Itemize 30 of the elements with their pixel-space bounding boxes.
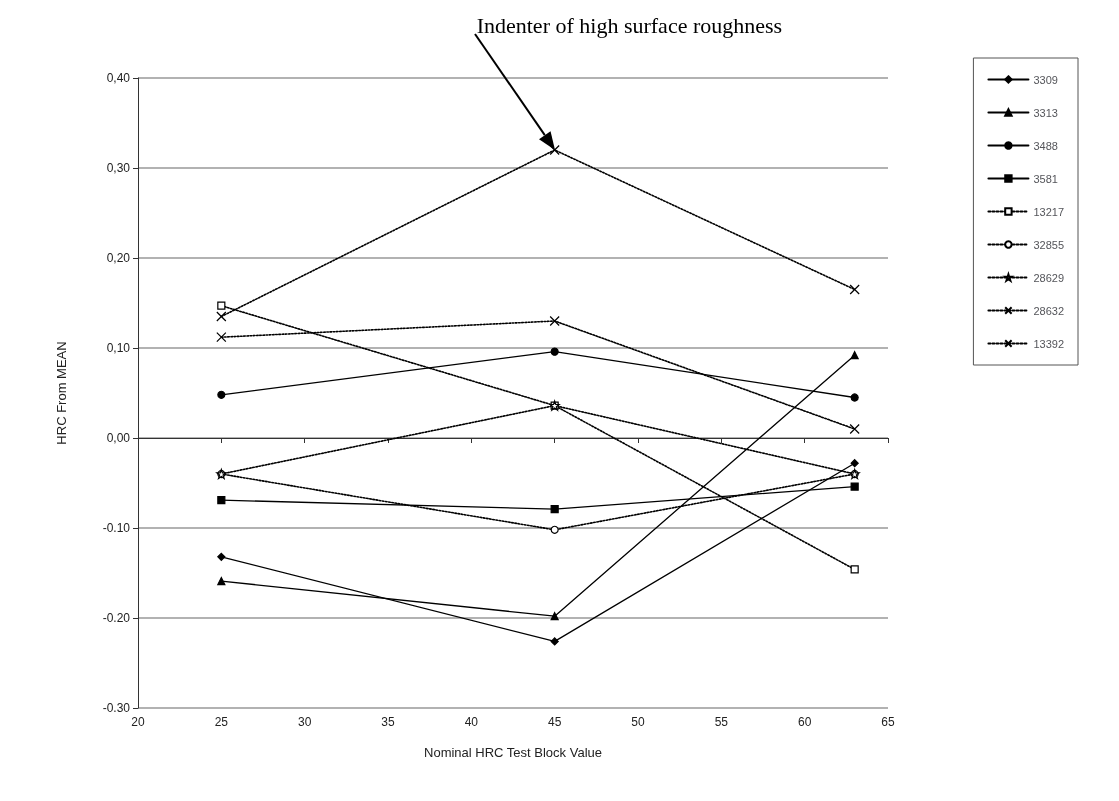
legend-label: 13392 [1033, 337, 1065, 350]
x-tick-label: 65 [881, 715, 895, 729]
text: Indenter of high surface roughness [476, 12, 783, 38]
x-tick-label: 20 [131, 715, 145, 729]
x-tick-label: 55 [714, 715, 729, 729]
legend-label: 28632 [1033, 304, 1065, 317]
y-tick-label: 0,00 [106, 431, 131, 445]
y-tick-label: -0.10 [102, 521, 131, 535]
x-tick-label: 25 [214, 715, 229, 729]
legend-label: 3488 [1033, 139, 1058, 152]
y-tick-label: 0,20 [106, 251, 131, 265]
x-tick-label: 60 [797, 715, 812, 729]
x-axis-title: Nominal HRC Test Block Value [424, 745, 602, 760]
x-tick-label: 35 [381, 715, 395, 729]
legend-label: 3581 [1033, 172, 1058, 185]
x-tick-label: 50 [631, 715, 645, 729]
y-tick-label: 0,40 [106, 71, 131, 85]
legend-label: 13217 [1033, 205, 1065, 218]
y-tick-label: -0.30 [102, 701, 131, 715]
y-tick-label: 0,10 [106, 341, 131, 355]
x-tick-label: 45 [547, 715, 562, 729]
x-tick-label: 40 [464, 715, 479, 729]
legend-label: 3313 [1033, 106, 1058, 119]
y-tick-label: -0.20 [102, 611, 131, 625]
legend-label: 3309 [1033, 73, 1058, 86]
legend-label: 28629 [1033, 271, 1065, 284]
y-axis-title: HRC From MEAN [54, 341, 69, 445]
legend-label: 32855 [1033, 238, 1065, 251]
x-tick-label: 30 [297, 715, 312, 729]
y-tick-label: 0,30 [106, 161, 131, 175]
